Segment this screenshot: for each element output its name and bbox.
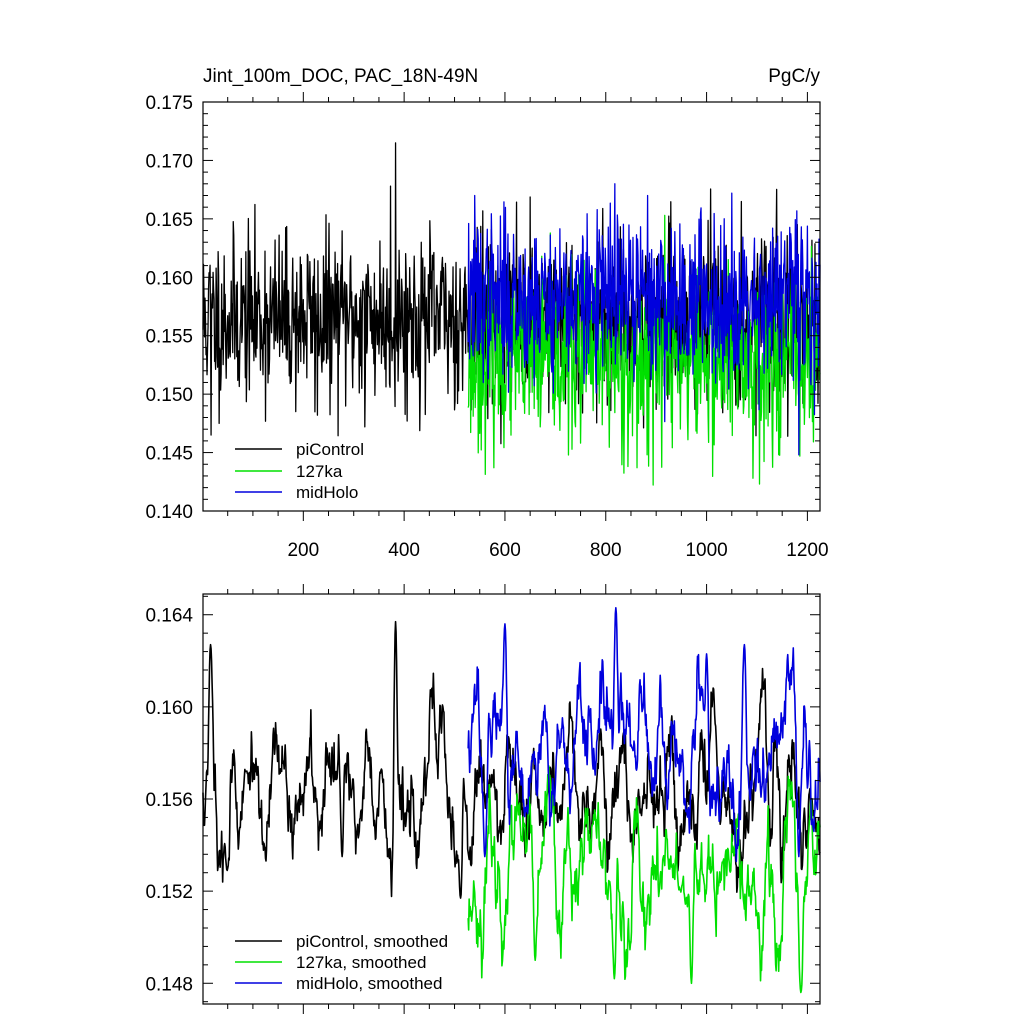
y-tick-label: 0.155 <box>145 327 193 348</box>
y-tick-label: 0.140 <box>145 502 193 523</box>
y-tick-label: 0.175 <box>145 93 193 114</box>
x-tick-label: 200 <box>287 540 319 561</box>
legend-label-midholo-smoothed: midHolo, smoothed <box>296 974 442 993</box>
x-tick-label: 800 <box>590 540 622 561</box>
bottom-plot-frame <box>202 593 821 1005</box>
y-tick-label: 0.160 <box>145 268 193 289</box>
series-line-midholo <box>467 183 821 456</box>
bottom-series-group <box>202 607 821 994</box>
legend-label-midholo: midHolo <box>296 483 358 502</box>
top-ticks-group: 0.140 0.145 0.150 0.155 0.160 0.165 0.170 0.175… <box>145 92 829 561</box>
top-title-left: Jint_100m_DOC, PAC_18N-49N <box>203 66 478 87</box>
y-tick-label: 0.164 <box>145 606 193 627</box>
y-tick-label: 0.150 <box>145 385 193 406</box>
bottom-ticks-group: 0.148 0.152 0.156 0.160 0.164 <box>145 584 820 1014</box>
x-tick-label: 600 <box>489 540 521 561</box>
y-tick-label: 0.148 <box>145 974 193 995</box>
series-line-127ka-smoothed <box>467 765 821 994</box>
top-title-units: PgC/y <box>768 66 820 87</box>
bottom-legend: piControl, smoothed 127ka, smoothed midH… <box>235 932 448 993</box>
x-tick-label: 1000 <box>685 540 727 561</box>
legend-label-127ka: 127ka <box>296 462 343 481</box>
series-line-midholo-smoothed <box>467 607 821 863</box>
x-tick-label: 400 <box>388 540 420 561</box>
top-plot-frame <box>202 101 821 512</box>
y-tick-label: 0.156 <box>145 790 193 811</box>
x-tick-label: 1200 <box>786 540 828 561</box>
y-tick-label: 0.145 <box>145 444 193 465</box>
legend-label-127ka-smoothed: 127ka, smoothed <box>296 953 426 972</box>
top-legend: piControl 127ka midHolo <box>235 440 364 502</box>
legend-label-picontrol-smoothed: piControl, smoothed <box>296 932 448 951</box>
y-tick-label: 0.152 <box>145 882 193 903</box>
bottom-panel: 0.148 0.152 0.156 0.160 0.164 piControl, smo… <box>145 584 821 1014</box>
legend-label-picontrol: piControl <box>296 440 364 459</box>
y-tick-label: 0.165 <box>145 210 193 231</box>
top-panel: Jint_100m_DOC, PAC_18N-49N PgC/y 0.1400.… <box>145 66 828 561</box>
y-tick-label: 0.170 <box>145 151 193 172</box>
y-tick-label: 0.160 <box>145 698 193 719</box>
top-series-group <box>202 142 821 486</box>
